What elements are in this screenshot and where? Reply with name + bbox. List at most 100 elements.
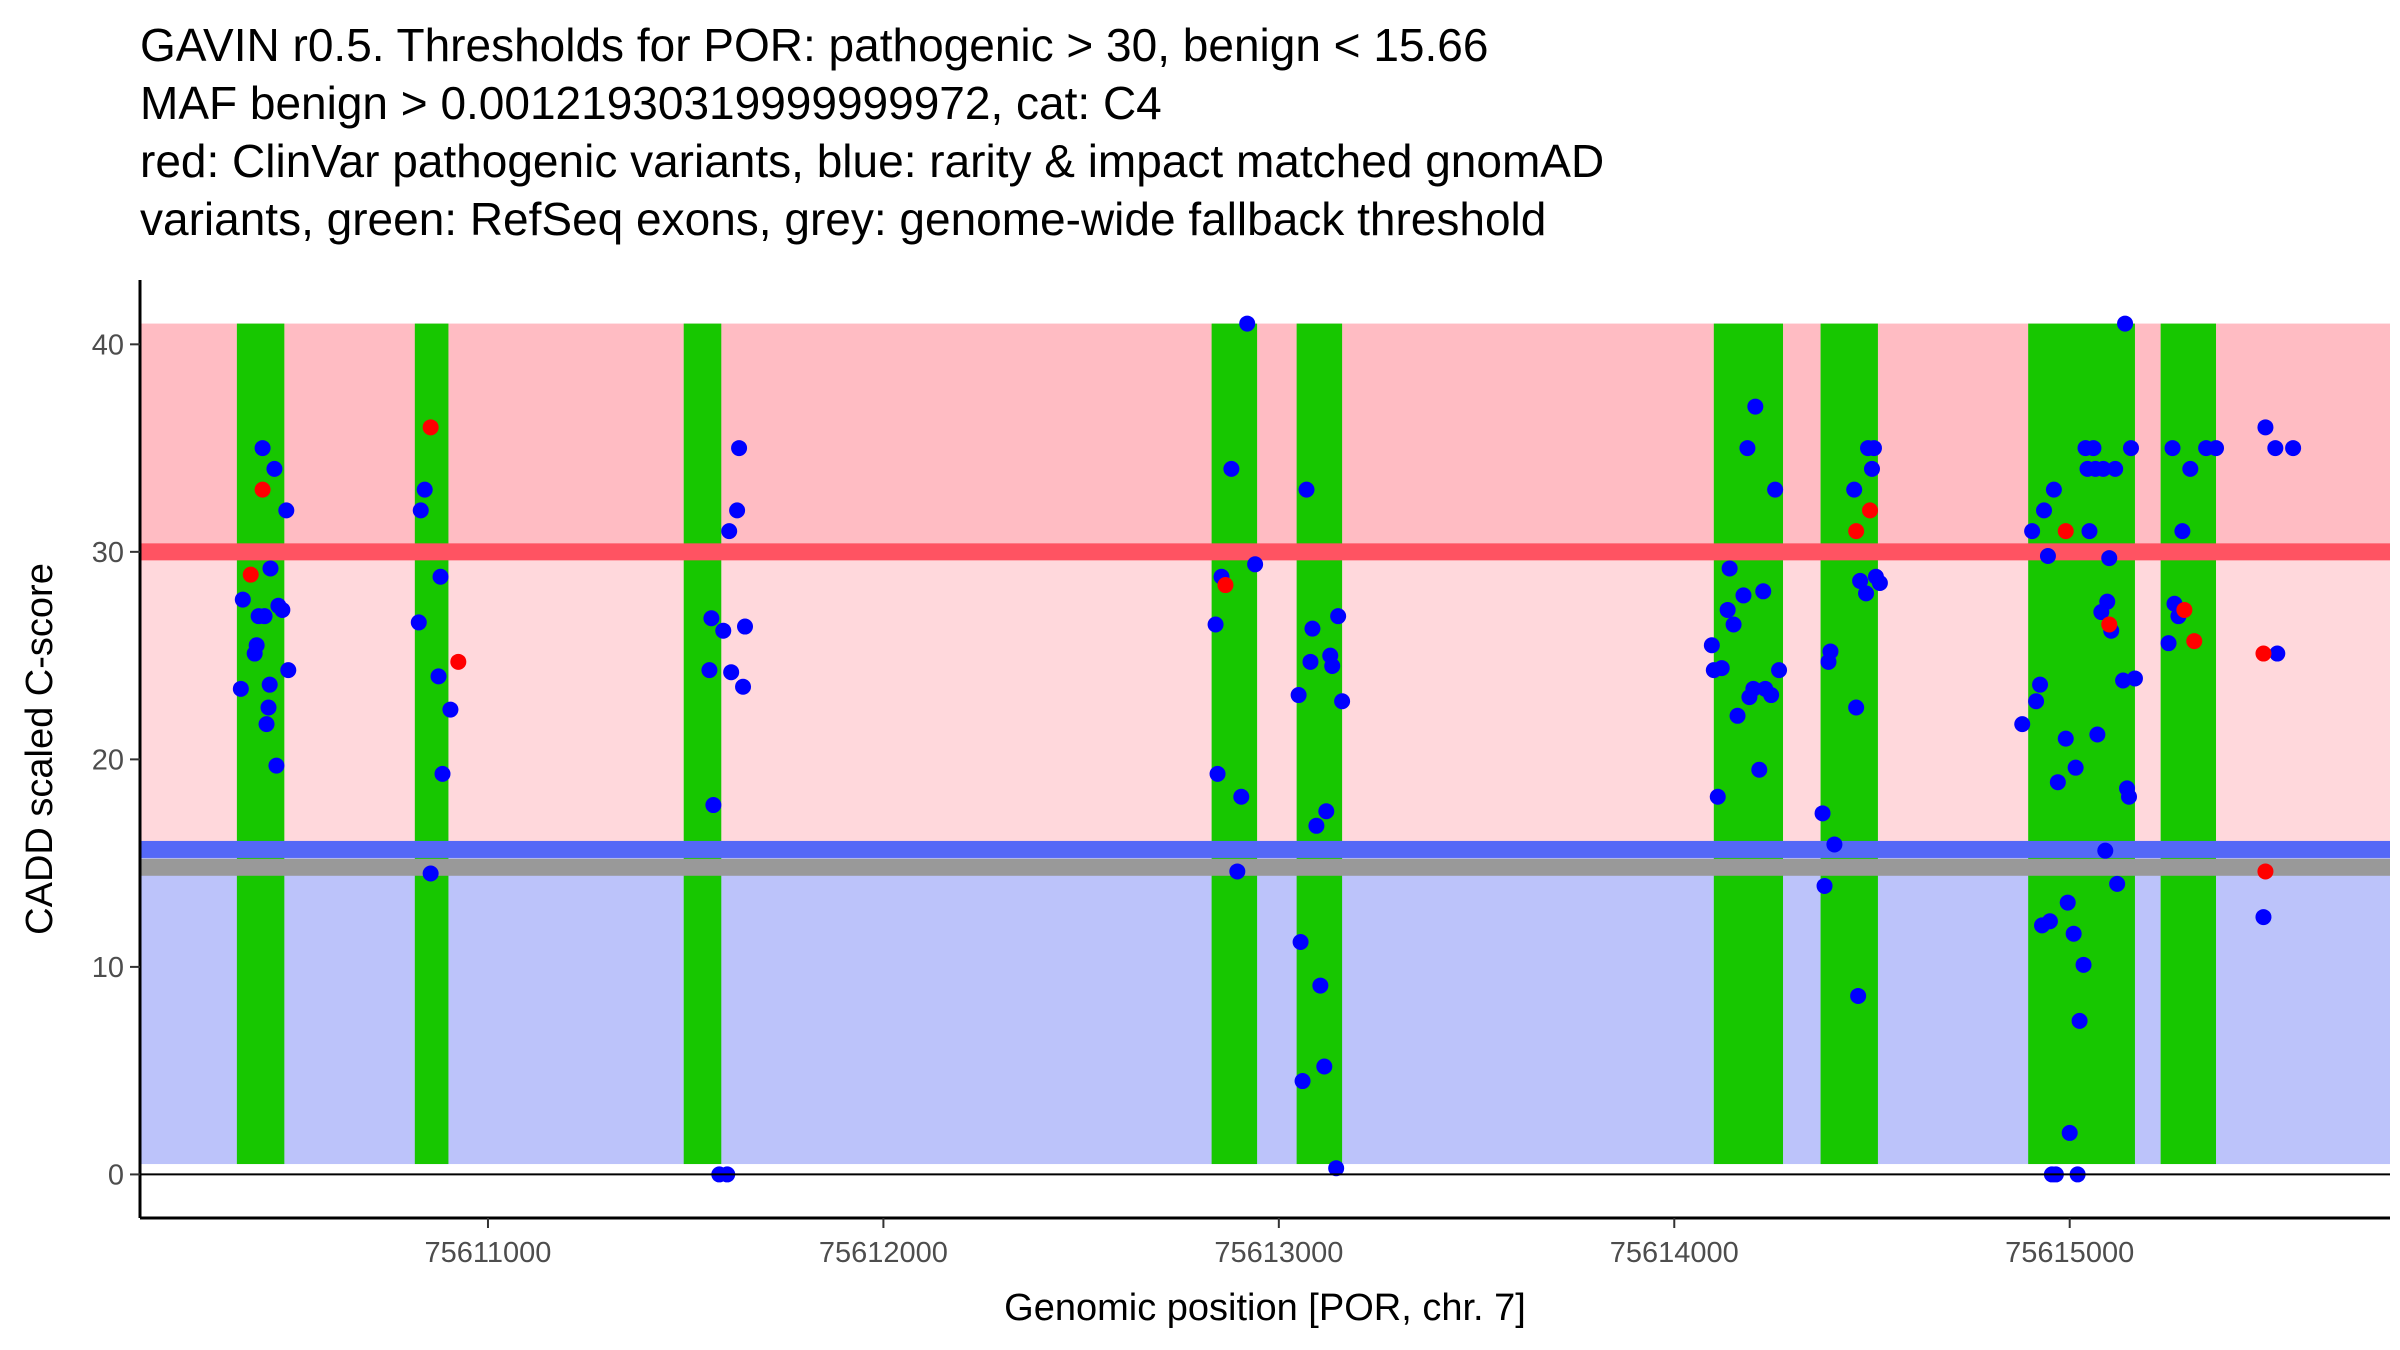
- intermediate-region: [140, 551, 2390, 850]
- gnomad-variant-point: [261, 676, 278, 693]
- gnomad-variant-point: [1304, 620, 1321, 637]
- gnomad-variant-point: [430, 668, 447, 685]
- gnomad-variant-point: [1290, 687, 1307, 704]
- chart-title-line-1: GAVIN r0.5. Thresholds for POR: pathogen…: [140, 19, 1489, 71]
- clinvar-variant-point: [450, 653, 467, 670]
- gnomad-variant-point: [266, 460, 283, 477]
- gnomad-variant-point: [2117, 315, 2134, 332]
- gnomad-variant-point: [1871, 574, 1888, 591]
- chart-title-line-3: red: ClinVar pathogenic variants, blue: …: [140, 135, 1605, 187]
- gnomad-variant-point: [434, 765, 451, 782]
- gnomad-variant-point: [260, 699, 277, 716]
- clinvar-variant-point: [242, 566, 259, 583]
- gnomad-variant-point: [2028, 693, 2045, 710]
- gnomad-variant-point: [2059, 894, 2076, 911]
- gnomad-variant-point: [1713, 660, 1730, 677]
- benign-threshold-line: [140, 840, 2390, 858]
- clinvar-variant-point: [1848, 523, 1865, 540]
- gnomad-variant-point: [1729, 707, 1746, 724]
- gnomad-variant-point: [2174, 523, 2191, 540]
- gnomad-variant-point: [254, 440, 271, 457]
- gnomad-variant-point: [2126, 670, 2143, 687]
- gnomad-variant-point: [280, 662, 297, 679]
- exon-bar: [414, 323, 449, 1165]
- x-tick-label: 75612000: [819, 1237, 948, 1269]
- gnomad-variant-point: [701, 662, 718, 679]
- y-tick-label: 30: [92, 537, 124, 569]
- gnomad-variant-point: [721, 523, 738, 540]
- gnomad-variant-point: [703, 610, 720, 627]
- gnomad-variant-point: [232, 680, 249, 697]
- gnomad-variant-point: [2107, 460, 2124, 477]
- gnomad-variant-point: [705, 797, 722, 814]
- gnomad-variant-point: [1239, 315, 1256, 332]
- gnomad-variant-point: [1247, 556, 1264, 573]
- gnomad-variant-point: [2257, 419, 2274, 436]
- clinvar-variant-point: [1862, 502, 1879, 519]
- gnomad-variant-point: [1739, 440, 1756, 457]
- gnomad-variant-point: [737, 618, 754, 635]
- gnomad-variant-point: [268, 757, 285, 774]
- gnomad-variant-point: [729, 502, 746, 519]
- gnomad-variant-point: [2095, 460, 2112, 477]
- gnomad-variant-point: [1725, 616, 1742, 633]
- gnomad-variant-point: [1229, 863, 1246, 880]
- pathogenic-region: [140, 323, 2390, 552]
- gnomad-variant-point: [256, 608, 273, 625]
- gnomad-variant-point: [1858, 585, 1875, 602]
- gnomad-variant-point: [1747, 398, 1764, 415]
- clinvar-variant-point: [2101, 616, 2118, 633]
- gnomad-variant-point: [258, 716, 275, 733]
- gnomad-variant-point: [1308, 817, 1325, 834]
- gnomad-variant-point: [2035, 502, 2052, 519]
- gnomad-variant-point: [1865, 440, 1882, 457]
- gnomad-variant-point: [410, 614, 427, 631]
- exon-bar: [1211, 323, 1258, 1165]
- clinvar-variant-point: [254, 481, 271, 498]
- gnomad-variant-point: [2089, 726, 2106, 743]
- gnomad-variant-point: [262, 560, 279, 577]
- y-tick-label: 20: [92, 744, 124, 776]
- gnomad-variant-point: [2085, 440, 2102, 457]
- gnomad-variant-point: [1826, 836, 1843, 853]
- gnomad-variant-point: [416, 481, 433, 498]
- gnomad-variant-point: [1719, 601, 1736, 618]
- gnomad-variant-point: [2032, 676, 2049, 693]
- gnomad-variant-point: [1318, 803, 1335, 820]
- gnomad-variant-point: [1814, 805, 1831, 822]
- gnomad-variant-point: [2014, 716, 2031, 733]
- gnomad-variant-point: [731, 440, 748, 457]
- clinvar-variant-point: [1217, 577, 1234, 594]
- gnomad-variant-point: [2057, 730, 2074, 747]
- gnomad-variant-point: [1745, 680, 1762, 697]
- exon-bars: [236, 323, 2217, 1165]
- gnomad-variant-point: [2067, 759, 2084, 776]
- gnomad-variant-point: [2101, 550, 2118, 567]
- clinvar-variant-point: [2257, 863, 2274, 880]
- gnomad-variant-point: [1816, 877, 1833, 894]
- chart-title-line-2: MAF benign > 0.00121930319999999972, cat…: [140, 77, 1162, 129]
- gnomad-variant-point: [2099, 593, 2116, 610]
- gnomad-variant-point: [1709, 788, 1726, 805]
- gnomad-variant-point: [723, 664, 740, 681]
- gnomad-variant-point: [2039, 548, 2056, 565]
- gnomad-variant-point: [234, 591, 251, 608]
- chart-title-line-4: variants, green: RefSeq exons, grey: gen…: [140, 193, 1547, 245]
- gnomad-variant-point: [1292, 933, 1309, 950]
- gnomad-variant-point: [2182, 460, 2199, 477]
- gnomad-variant-point: [1324, 657, 1341, 674]
- gnomad-variant-point: [2269, 645, 2286, 662]
- gnomad-variant-point: [2065, 925, 2082, 942]
- variant-points: [232, 315, 2302, 1183]
- gnomad-variant-point: [1207, 616, 1224, 633]
- gnomad-variant-point: [1294, 1073, 1311, 1090]
- gnomad-variant-point: [1848, 699, 1865, 716]
- clinvar-variant-point: [2176, 601, 2193, 618]
- gnomad-variant-point: [1312, 977, 1329, 994]
- gnomad-variant-point: [1767, 481, 1784, 498]
- gnomad-variant-point: [1721, 560, 1738, 577]
- gnomad-variant-point: [1330, 608, 1347, 625]
- gnomad-variant-point: [1223, 460, 1240, 477]
- gnomad-variant-point: [2097, 842, 2114, 859]
